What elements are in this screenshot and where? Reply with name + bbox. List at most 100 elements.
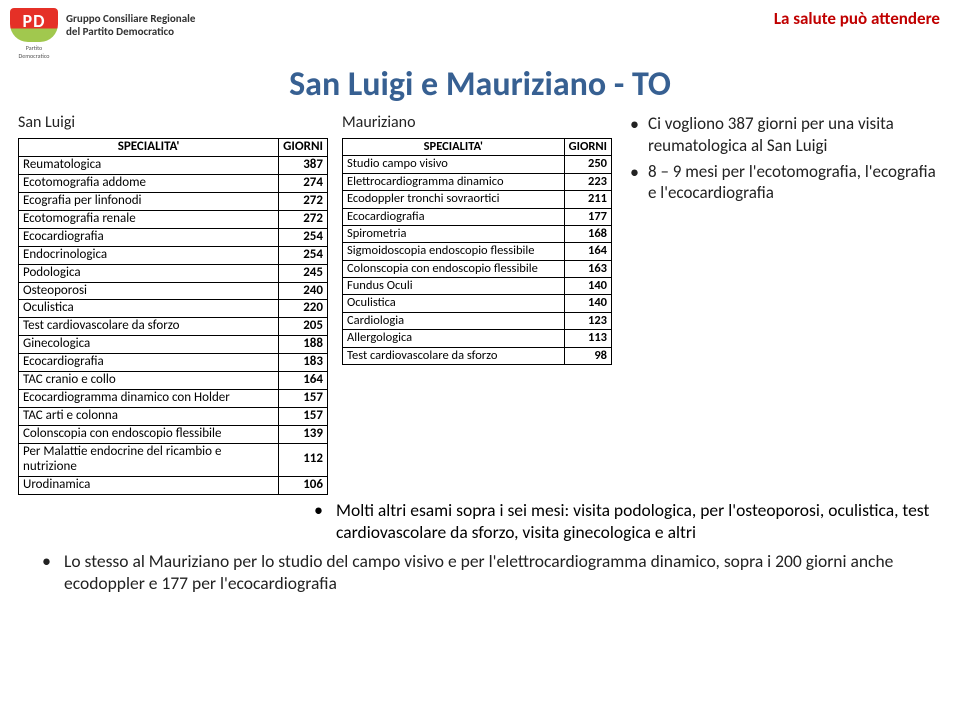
lower-bullets: Lo stesso al Mauriziano per lo studio de… [0,544,960,595]
table-row: Ecotomografia renale272 [19,210,328,228]
cell-value: 274 [279,174,328,192]
cell-label: Sigmoidoscopia endoscopio flessibile [343,243,565,260]
cell-label: Osteoporosi [19,282,279,300]
left-subtitle: San Luigi [18,113,328,132]
table-row: Osteoporosi240 [19,282,328,300]
cell-value: 177 [564,208,611,225]
page-title: San Luigi e Mauriziano - TO [0,64,960,105]
table-row: Ecocardiografia183 [19,354,328,372]
content-row: San Luigi SPECIALITA' GIORNI Reumatologi… [0,113,960,495]
column-right: Ci vogliono 387 giorni per una visita re… [626,113,936,495]
org-line2: del Partito Democratico [66,25,195,38]
cell-value: 272 [279,210,328,228]
cell-label: Ecocardiografia [19,354,279,372]
header-left: PD Partito Democratico Gruppo Consiliare… [10,8,195,60]
table-row: Ecodoppler tronchi sovraortici211 [343,191,612,208]
logo-subtext: Partito Democratico [10,44,58,60]
table-row: Endocrinologica254 [19,246,328,264]
cell-value: 164 [279,372,328,390]
table-row: Ginecologica188 [19,336,328,354]
cell-label: Ecotomografia addome [19,174,279,192]
cell-label: Spirometria [343,225,565,242]
table-row: Ecocardiogramma dinamico con Holder157 [19,390,328,408]
logo-text: PD [23,10,46,32]
table-row: Per Malattie endocrine del ricambio e nu… [19,443,328,476]
mid-col0: SPECIALITA' [343,139,565,156]
table-row: Fundus Oculi140 [343,278,612,295]
cell-label: TAC arti e colonna [19,408,279,426]
table-row: Podologica245 [19,264,328,282]
cell-label: Ginecologica [19,336,279,354]
table-row: Ecocardiografia177 [343,208,612,225]
cell-label: Ecografia per linfonodi [19,192,279,210]
left-table: SPECIALITA' GIORNI Reumatologica387Ecoto… [18,138,328,495]
cell-label: Urodinamica [19,476,279,494]
cell-label: Oculistica [343,295,565,312]
cell-label: Oculistica [19,300,279,318]
header-right-text: La salute può attendere [774,8,940,29]
cell-label: Ecocardiogramma dinamico con Holder [19,390,279,408]
cell-value: 211 [564,191,611,208]
column-left: San Luigi SPECIALITA' GIORNI Reumatologi… [18,113,328,495]
cell-value: 123 [564,312,611,329]
table-row: Sigmoidoscopia endoscopio flessibile164 [343,243,612,260]
cell-value: 220 [279,300,328,318]
cell-value: 188 [279,336,328,354]
cell-label: Cardiologia [343,312,565,329]
cell-label: Allergologica [343,330,565,347]
table-row: Ecografia per linfonodi272 [19,192,328,210]
cell-value: 250 [564,156,611,173]
cell-label: Reumatologica [19,156,279,174]
pd-logo-block: PD Partito Democratico [10,8,58,60]
wide-bullet: Molti altri esami sopra i sei mesi: visi… [0,495,960,544]
cell-label: Endocrinologica [19,246,279,264]
cell-value: 240 [279,282,328,300]
left-col0: SPECIALITA' [19,139,279,157]
cell-label: Ecocardiografia [19,228,279,246]
table-row: Studio campo visivo250 [343,156,612,173]
right-bullets: Ci vogliono 387 giorni per una visita re… [626,113,936,204]
page-header: PD Partito Democratico Gruppo Consiliare… [0,0,960,60]
table-row: Oculistica220 [19,300,328,318]
mid-col1: GIORNI [564,139,611,156]
bullet-item: Lo stesso al Mauriziano per lo studio de… [36,550,940,595]
table-row: Test cardiovascolare da sforzo205 [19,318,328,336]
bullet-item: Molti altri esami sopra i sei mesi: visi… [308,499,940,544]
table-row: Ecotomografia addome274 [19,174,328,192]
table-row: TAC arti e colonna157 [19,408,328,426]
cell-label: TAC cranio e collo [19,372,279,390]
table-row: Ecocardiografia254 [19,228,328,246]
cell-value: 254 [279,228,328,246]
cell-label: Fundus Oculi [343,278,565,295]
org-text: Gruppo Consiliare Regionale del Partito … [66,12,195,38]
table-row: Urodinamica106 [19,476,328,494]
table-row: Colonscopia con endoscopio flessibile163 [343,260,612,277]
org-line1: Gruppo Consiliare Regionale [66,12,195,25]
cell-label: Per Malattie endocrine del ricambio e nu… [19,443,279,476]
cell-value: 164 [564,243,611,260]
cell-value: 106 [279,476,328,494]
mid-subtitle: Mauriziano [342,113,612,132]
cell-value: 254 [279,246,328,264]
cell-label: Ecocardiografia [343,208,565,225]
cell-label: Studio campo visivo [343,156,565,173]
cell-value: 140 [564,295,611,312]
cell-value: 223 [564,173,611,190]
column-mid: Mauriziano SPECIALITA' GIORNI Studio cam… [342,113,612,495]
cell-value: 245 [279,264,328,282]
cell-value: 183 [279,354,328,372]
table-row: TAC cranio e collo164 [19,372,328,390]
cell-label: Podologica [19,264,279,282]
cell-value: 157 [279,408,328,426]
cell-value: 387 [279,156,328,174]
bullet-item: Ci vogliono 387 giorni per una visita re… [626,113,936,157]
table-row: Cardiologia123 [343,312,612,329]
table-row: Reumatologica387 [19,156,328,174]
table-row: Colonscopia con endoscopio flessibile139 [19,426,328,444]
cell-label: Colonscopia con endoscopio flessibile [343,260,565,277]
cell-value: 113 [564,330,611,347]
cell-label: Test cardiovascolare da sforzo [19,318,279,336]
table-row: Spirometria168 [343,225,612,242]
cell-value: 140 [564,278,611,295]
cell-value: 163 [564,260,611,277]
